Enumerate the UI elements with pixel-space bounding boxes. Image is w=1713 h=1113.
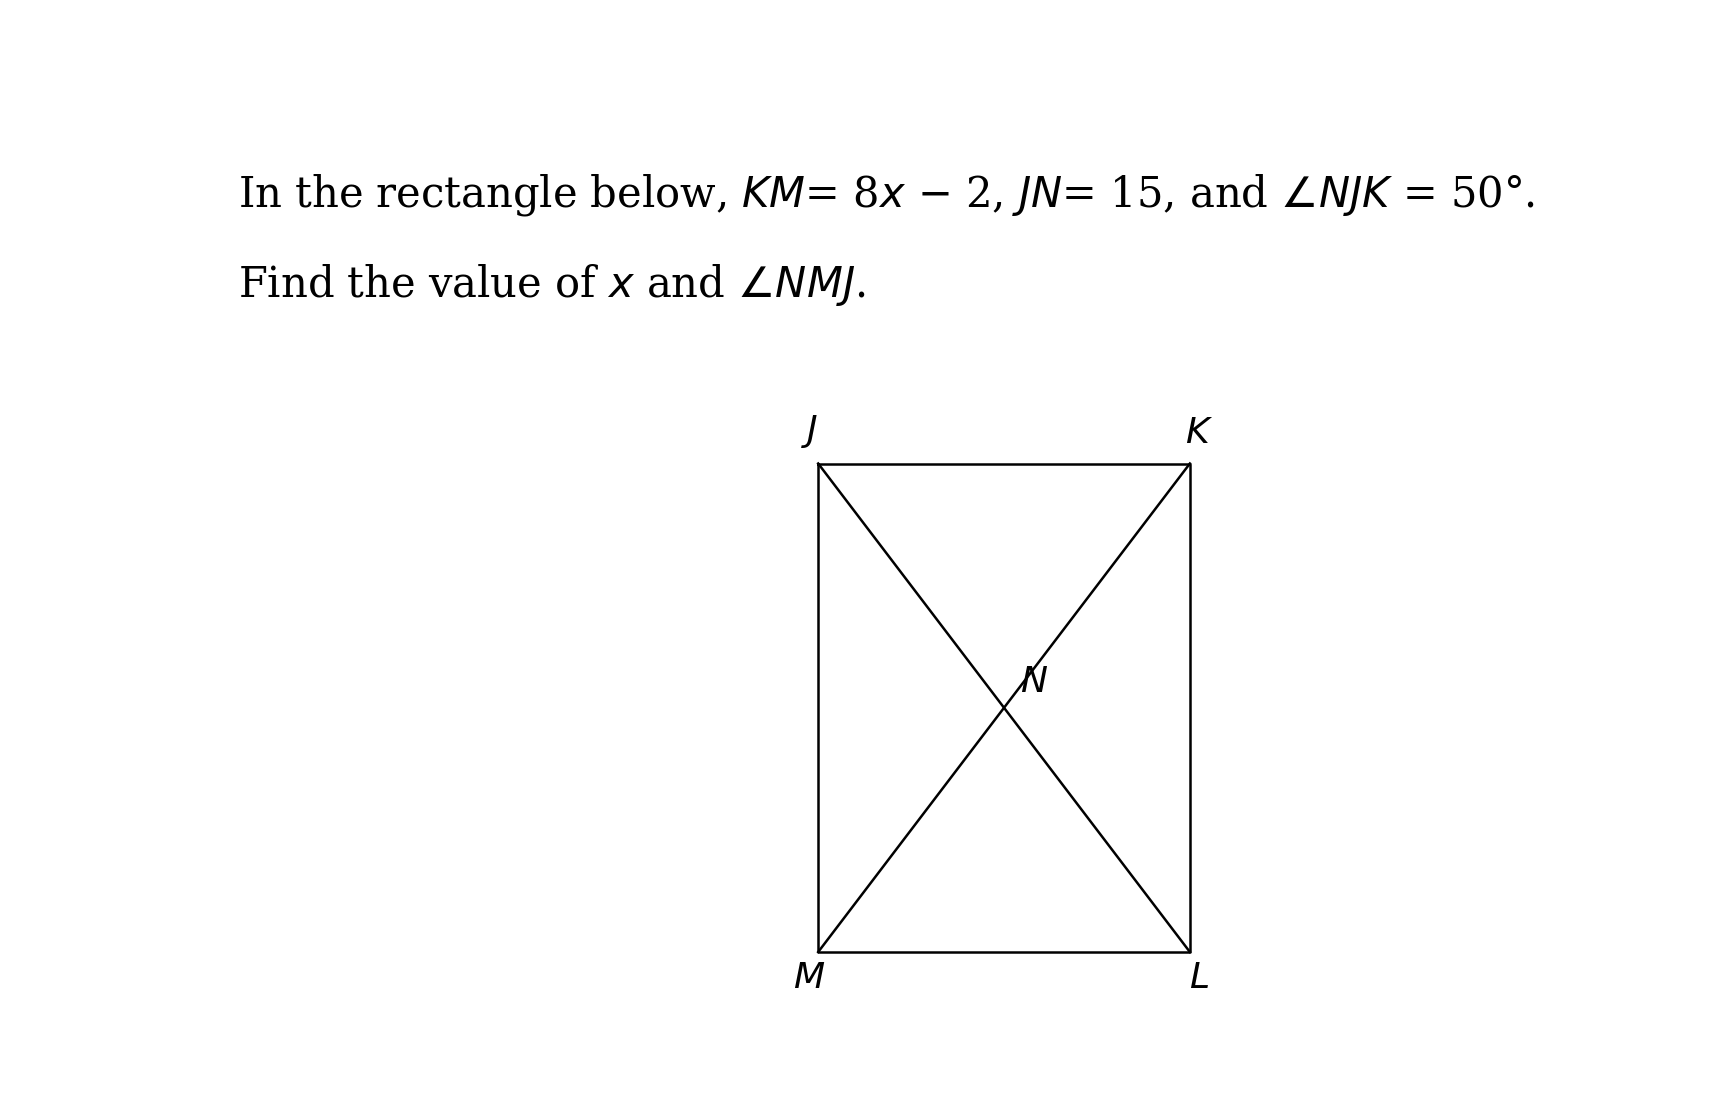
Text: In the rectangle below, $\it{KM}$= 8$\it{x}$ $-$ 2, $\it{JN}$= 15, and $\angle\i: In the rectangle below, $\it{KM}$= 8$\it… <box>238 173 1535 218</box>
Text: $\mathbf{\mathit{L}}$: $\mathbf{\mathit{L}}$ <box>1189 962 1209 995</box>
Text: $\mathbf{\mathit{M}}$: $\mathbf{\mathit{M}}$ <box>793 962 826 995</box>
Text: Find the value of $\it{x}$ and $\angle\it{NMJ}$.: Find the value of $\it{x}$ and $\angle\i… <box>238 262 865 308</box>
Text: $\mathbf{\mathit{K}}$: $\mathbf{\mathit{K}}$ <box>1185 416 1213 451</box>
Text: $\mathbf{\mathit{N}}$: $\mathbf{\mathit{N}}$ <box>1019 666 1048 699</box>
Text: $\mathbf{\mathit{J}}$: $\mathbf{\mathit{J}}$ <box>800 413 819 451</box>
